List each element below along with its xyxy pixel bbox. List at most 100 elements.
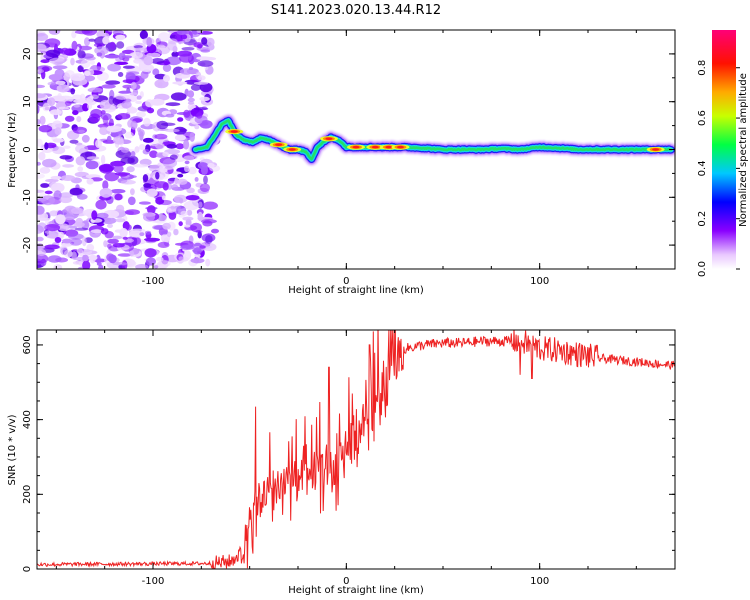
noise-blob [129,51,144,59]
noise-blob [75,156,86,166]
noise-blob [48,74,63,81]
noise-blob [190,222,203,233]
noise-blob [49,57,65,65]
noise-blob [162,151,170,157]
noise-blob [106,135,112,143]
noise-blob [55,214,66,225]
x-tick-label: -100 [142,576,165,587]
noise-blob [99,99,112,110]
noise-blob [116,204,125,213]
noise-blob [56,85,62,92]
y-tick-label: 600 [22,335,33,354]
noise-blob [115,34,126,41]
noise-blob [37,119,41,125]
noise-blob [121,55,133,59]
noise-blob [185,195,200,201]
noise-blob [81,134,90,143]
y-tick-label: 10 [22,95,33,108]
noise-blob [104,172,119,182]
hot-spot-core [352,145,360,149]
noise-blob [96,52,103,57]
noise-blob [197,60,214,67]
noise-blob [85,160,99,170]
frequency-track [188,113,675,167]
noise-blob [187,90,195,98]
noise-blob [88,38,96,42]
noise-blob [156,256,164,262]
noise-blob [184,165,190,172]
snr-ticks: -100 0 100 0 200 400 600 [22,330,675,587]
noise-blob [177,173,184,178]
noise-blob [155,142,165,150]
noise-blob [190,84,201,91]
noise-blob [107,223,113,228]
noise-blob [50,175,62,180]
hot-spot-core [325,137,333,141]
noise-blob [183,155,195,161]
noise-blob [184,224,191,228]
noise-blob [40,59,50,64]
noise-blob [176,30,187,35]
noise-blob [67,225,78,229]
noise-blob [71,30,77,39]
colorbar-ticks: 0.0 0.2 0.4 0.6 0.8 [697,60,740,277]
y-tick-label: 0 [22,566,33,572]
noise-blob [95,139,102,148]
noise-blob [190,52,202,63]
noise-blob [188,166,197,175]
noise-blob [114,193,123,201]
noise-blob [52,146,66,155]
noise-blob [90,108,103,119]
noise-blob [60,175,76,181]
noise-blob [187,97,195,103]
noise-blob [129,92,138,96]
hot-spot-core [385,145,393,149]
noise-blob [197,75,206,81]
noise-blob [205,258,211,267]
noise-blob [87,102,93,110]
noise-blob [146,188,158,198]
hot-spot-core [288,148,296,151]
noise-blob [59,155,73,160]
noise-blob [162,182,169,191]
noise-blob [156,265,167,269]
noise-blob [124,131,134,139]
noise-blob [75,144,89,154]
noise-blob [172,81,188,85]
noise-blob [49,181,58,189]
noise-blob [62,164,75,168]
noise-blob [121,100,132,109]
noise-blob [186,187,195,194]
noise-blob [197,211,203,222]
noise-blob [104,54,120,59]
noise-blob [37,33,49,41]
noise-blob [97,123,109,128]
noise-blob [202,243,217,251]
noise-blob [157,44,166,49]
noise-blob [57,95,74,103]
noise-blob [51,120,63,130]
noise-blob [109,41,116,50]
noise-blob [202,201,218,210]
colorbar-tick-label: 0.4 [697,160,708,176]
noise-blob [135,264,149,269]
noise-blob [98,264,104,269]
noise-blob [49,109,62,116]
noise-blob [198,201,203,208]
hot-spot-core [371,145,379,149]
noise-blob [121,147,130,153]
noise-blob [37,68,44,74]
noise-blob [37,189,45,193]
noise-blob [107,243,112,249]
noise-blob [132,163,149,168]
noise-blob [64,216,75,221]
noise-blob [73,104,81,108]
noise-blob [78,129,85,133]
noise-blob [102,180,109,190]
noise-blob [142,137,154,143]
noise-blob [180,34,188,40]
noise-blob [158,32,170,42]
x-tick-label: 100 [530,576,549,587]
noise-blob [196,56,212,60]
